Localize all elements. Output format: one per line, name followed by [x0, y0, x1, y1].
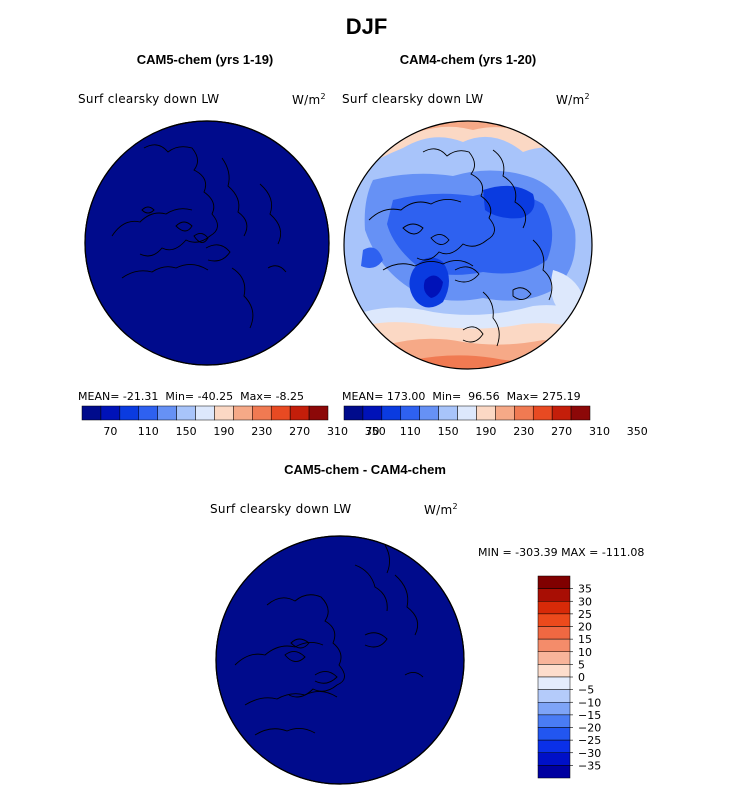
panel-2-colorbar-tick-label: 190	[475, 425, 496, 438]
panel-3-colorbar-swatch	[537, 588, 571, 602]
panel-3-colorbar-swatch	[537, 676, 571, 690]
panel-3-colorbar-tick-label: 0	[578, 671, 585, 684]
panel-3-colorbar-swatch	[537, 651, 571, 665]
panel-3-colorbar-swatch	[537, 752, 571, 766]
panel-3-variable-label: Surf clearsky down LW	[210, 502, 352, 516]
panel-3-units: W/m2	[424, 502, 458, 517]
panel-3-colorbar-swatch	[537, 664, 571, 678]
panel-2-map	[343, 120, 593, 370]
panel-1-stats: MEAN= -21.31 Min= -40.25 Max= -8.25	[78, 390, 305, 403]
panel-1-colorbar-swatch	[308, 405, 329, 421]
panel-3-colorbar-tick-label: 30	[578, 595, 592, 608]
panel-2-colorbar-swatch	[362, 405, 383, 421]
panel-3-colorbar-tick-label: 20	[578, 621, 592, 634]
panel-1-colorbar-tick-label: 310	[327, 425, 348, 438]
panel-3-colorbar-swatch	[537, 638, 571, 653]
panel-2-colorbar-swatch	[476, 405, 496, 421]
panel-3-stats: MIN = -303.39 MAX = -111.08	[478, 546, 645, 559]
panel-3-colorbar-tick-label: −10	[578, 696, 601, 709]
panel-2-colorbar-swatch	[570, 405, 591, 421]
panel-2-colorbar-swatch	[532, 405, 553, 421]
panel-2-colorbar-tick-label: 270	[551, 425, 572, 438]
panel-1-colorbar-swatch	[233, 405, 253, 421]
panel-2-colorbar-swatch	[551, 405, 572, 421]
panel-3-colorbar-tick-label: −15	[578, 709, 601, 722]
panel-1-colorbar-swatch	[195, 405, 215, 421]
panel-3-colorbar-swatch	[537, 727, 571, 741]
panel-1-colorbar-tick-label: 270	[289, 425, 310, 438]
panel-1-colorbar-swatch	[100, 405, 121, 421]
panel-1-map	[84, 120, 330, 366]
panel-3-colorbar-swatch	[537, 714, 571, 728]
panel-3-colorbar-tick-label: −30	[578, 747, 601, 760]
panel-1-colorbar-tick-label: 230	[251, 425, 272, 438]
panel-3-colorbar-tick-label: 15	[578, 633, 592, 646]
panel-1-colorbar-swatch	[289, 405, 310, 421]
panel-1-colorbar-swatch	[252, 405, 272, 421]
panel-3-colorbar-swatch	[537, 601, 571, 615]
panel-2-colorbar-swatch	[438, 405, 458, 421]
panel-2-colorbar-tick-label: 310	[589, 425, 610, 438]
panel-2-colorbar-swatch	[381, 405, 402, 421]
panel-2-colorbar-swatch	[514, 405, 534, 421]
panel-3-colorbar-tick-label: −20	[578, 722, 601, 735]
panel-2-colorbar-swatch	[495, 405, 515, 421]
page-title: DJF	[345, 14, 388, 39]
panel-1-colorbar-tick-label: 110	[138, 425, 159, 438]
panel-3-colorbar-swatch	[537, 626, 571, 640]
panel-2-colorbar-tick-label: 350	[627, 425, 648, 438]
panel-3-title: CAM5-chem - CAM4-chem	[284, 462, 446, 477]
panel-3-map	[215, 535, 465, 785]
panel-3-colorbar-swatch	[537, 575, 571, 589]
panel-2-colorbar-tick-label: 110	[400, 425, 421, 438]
panel-2-units: W/m2	[556, 92, 590, 107]
panel-1-colorbar-tick-label: 150	[176, 425, 197, 438]
panel-2-colorbar-swatch	[457, 405, 477, 421]
panel-1-variable-label: Surf clearsky down LW	[78, 92, 220, 106]
panel-3-colorbar-tick-label: −25	[578, 734, 601, 747]
panel-3-colorbar-swatch	[537, 739, 571, 754]
panel-1-colorbar-tick-label: 70	[103, 425, 117, 438]
panel-2-colorbar-tick-label: 70	[365, 425, 379, 438]
panel-3-colorbar-tick-label: −5	[578, 684, 594, 697]
panel-1-colorbar-swatch	[81, 405, 102, 421]
panel-1-colorbar-swatch	[214, 405, 234, 421]
panel-1-colorbar: 70 110 150 190 230 270 310 350	[81, 405, 386, 438]
panel-3-colorbar-tick-label: 10	[578, 646, 592, 659]
panel-1-colorbar-tick-label: 350	[365, 425, 386, 438]
panel-1-colorbar-swatch	[119, 405, 140, 421]
panel-2-colorbar: 70 110 150 190 230 270 310 350	[343, 405, 648, 438]
panel-2-title: CAM4-chem (yrs 1-20)	[399, 52, 537, 67]
panel-1-title: CAM5-chem (yrs 1-19)	[136, 52, 274, 67]
panel-3-colorbar-tick-label: −35	[578, 759, 601, 772]
panel-3-colorbar-tick-label: 5	[578, 658, 585, 671]
panel-3-colorbar-tick-label: 25	[578, 608, 592, 621]
panel-1-colorbar-swatch	[157, 405, 177, 421]
panel-2-variable-label: Surf clearsky down LW	[342, 92, 484, 106]
panel-3-colorbar-swatch	[537, 613, 571, 627]
panel-3-colorbar-swatch	[537, 702, 571, 716]
panel-3-colorbar-swatch	[537, 765, 571, 779]
panel-2-colorbar-swatch	[419, 405, 439, 421]
panel-2-colorbar-swatch	[343, 405, 364, 421]
panel-1-colorbar-swatch	[176, 405, 196, 421]
panel-2-stats: MEAN= 173.00 Min= 96.56 Max= 275.19	[342, 390, 581, 403]
panel-3-colorbar-tick-label: 35	[578, 583, 592, 596]
panel-1-colorbar-swatch	[138, 405, 158, 421]
panel-3-colorbar-swatch	[537, 689, 571, 703]
panel-1-colorbar-tick-label: 190	[213, 425, 234, 438]
panel-1-units: W/m2	[292, 92, 326, 107]
panel-2-colorbar-swatch	[400, 405, 420, 421]
panel-2-colorbar-tick-label: 230	[513, 425, 534, 438]
panel-1-colorbar-swatch	[270, 405, 291, 421]
panel-2-colorbar-tick-label: 150	[438, 425, 459, 438]
